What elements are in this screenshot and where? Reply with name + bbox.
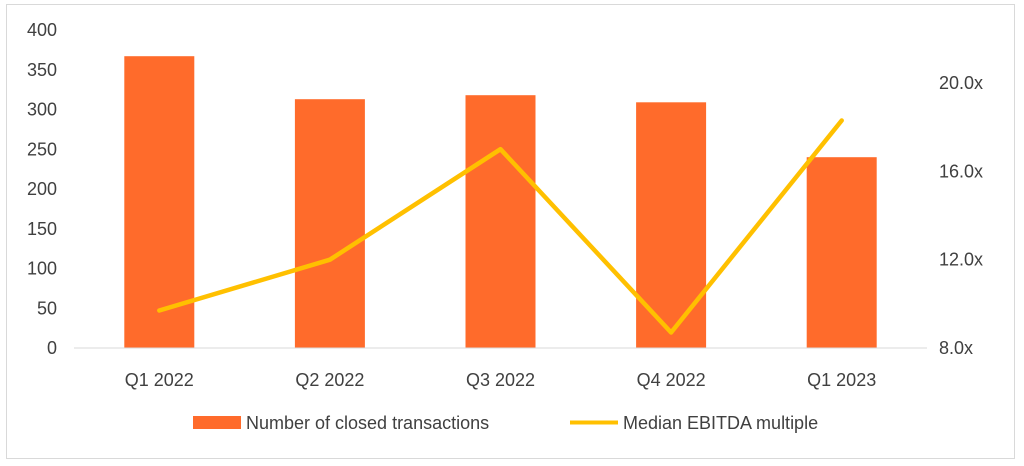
bar-q1-2023 bbox=[806, 157, 877, 348]
category-label: Q2 2022 bbox=[295, 370, 364, 390]
category-label: Q1 2023 bbox=[807, 370, 876, 390]
category-label: Q1 2022 bbox=[125, 370, 194, 390]
combo-chart: 0 50 100 150 200 250 300 350 400 8.0x 12.0x 16.0x 2… bbox=[27, 20, 983, 433]
chart-frame: 0 50 100 150 200 250 300 350 400 8.0x 12.0x 16.0x 2… bbox=[6, 4, 1015, 459]
bar-q3-2022 bbox=[465, 95, 536, 348]
left-axis-ticks: 0 50 100 150 200 250 300 350 400 bbox=[27, 20, 57, 358]
left-tick-label: 200 bbox=[27, 179, 57, 199]
left-tick-label: 0 bbox=[47, 338, 57, 358]
right-tick-label: 12.0x bbox=[939, 250, 983, 270]
left-tick-label: 150 bbox=[27, 219, 57, 239]
bars-layer bbox=[124, 56, 877, 348]
right-axis-ticks: 8.0x 12.0x 16.0x 20.0x bbox=[939, 73, 983, 358]
left-tick-label: 350 bbox=[27, 60, 57, 80]
right-tick-label: 8.0x bbox=[939, 338, 973, 358]
category-labels: Q1 2022 Q2 2022 Q3 2022 Q4 2022 Q1 2023 bbox=[125, 370, 876, 390]
category-label: Q3 2022 bbox=[466, 370, 535, 390]
right-tick-label: 20.0x bbox=[939, 73, 983, 93]
legend: Number of closed transactions Median EBI… bbox=[193, 413, 818, 433]
bar-q4-2022 bbox=[636, 102, 707, 348]
left-tick-label: 50 bbox=[37, 298, 57, 318]
left-tick-label: 400 bbox=[27, 20, 57, 40]
right-tick-label: 16.0x bbox=[939, 161, 983, 181]
left-tick-label: 100 bbox=[27, 259, 57, 279]
left-tick-label: 250 bbox=[27, 139, 57, 159]
bar-q2-2022 bbox=[294, 99, 365, 348]
legend-bar-swatch bbox=[193, 416, 241, 429]
legend-label-ebitda: Median EBITDA multiple bbox=[623, 413, 818, 433]
bar-q1-2022 bbox=[124, 56, 195, 348]
left-tick-label: 300 bbox=[27, 100, 57, 120]
line-layer bbox=[157, 118, 844, 335]
category-label: Q4 2022 bbox=[637, 370, 706, 390]
legend-label-transactions: Number of closed transactions bbox=[246, 413, 489, 433]
